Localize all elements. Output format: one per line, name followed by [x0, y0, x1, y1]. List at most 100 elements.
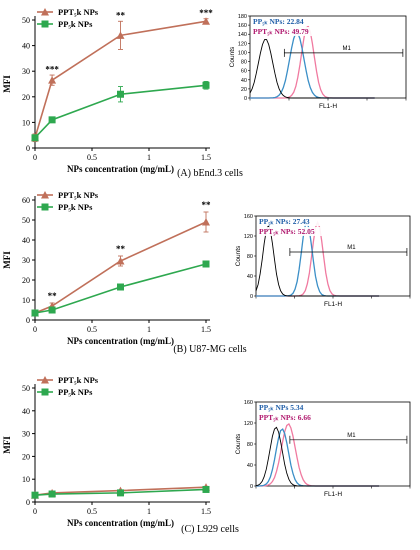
- significance-marker: ***: [199, 8, 213, 18]
- legend-marker: [41, 20, 49, 28]
- x-tick-label: 1: [147, 325, 151, 334]
- y-tick-label: 10: [22, 118, 30, 127]
- x-tick-label: 1.5: [201, 507, 211, 516]
- hist-y-tick-label: 160: [244, 214, 253, 220]
- legend-marker: [41, 376, 49, 384]
- data-point: [202, 17, 210, 25]
- hist-x-axis-title: FL1-H: [319, 103, 337, 110]
- hist-legend-bg: [251, 27, 331, 36]
- data-point: [48, 116, 56, 124]
- hist-y-tick-label: 180: [238, 14, 247, 20]
- y-axis-title: MFI: [2, 251, 12, 269]
- y-tick-label: 20: [22, 452, 30, 461]
- y-tick-label: 50: [22, 384, 30, 393]
- x-tick-label: 1: [147, 153, 151, 162]
- series-line: [34, 221, 207, 314]
- series-line: [34, 84, 207, 139]
- significance-marker: ***: [45, 64, 59, 74]
- legend-label: PPT₅k NPs: [58, 7, 99, 17]
- hist-legend-bg: [257, 413, 337, 422]
- hist-x-axis-title: FL1-H: [324, 301, 342, 308]
- hist-legend-label: PP₅ₖ NPs: 27.43: [259, 217, 310, 226]
- hist-legend-bg: [257, 217, 337, 226]
- hist-y-tick-label: 0: [250, 484, 253, 490]
- data-point: [202, 260, 210, 268]
- x-tick-label: 0: [33, 153, 37, 162]
- y-tick-label: 30: [22, 430, 30, 439]
- hist-y-tick-label: 40: [247, 463, 253, 469]
- hist-y-axis-title: Counts: [235, 433, 242, 454]
- y-tick-label: 20: [22, 93, 30, 102]
- y-tick-label: 20: [22, 276, 30, 285]
- x-tick-label: 0: [33, 507, 37, 516]
- y-tick-label: 10: [22, 475, 30, 484]
- hist-y-tick-label: 120: [244, 234, 253, 240]
- y-tick-label: 0: [26, 498, 30, 507]
- data-point: [117, 90, 124, 98]
- gate-label: M1: [347, 245, 356, 251]
- x-tick-label: 0.5: [87, 325, 97, 334]
- histogram-curve-control: [249, 39, 375, 99]
- histogram-curve-ppt: [250, 24, 375, 99]
- x-tick-label: 0: [33, 325, 37, 334]
- histogram-curve-ppt: [256, 423, 380, 487]
- y-axis-title: MFI: [2, 75, 12, 93]
- y-tick-label: 40: [22, 42, 30, 51]
- y-tick-label: 50: [22, 16, 30, 25]
- hist-y-tick-label: 160: [244, 400, 253, 406]
- hist-legend-label: PP₅ₖ NPs 5.34: [259, 403, 304, 412]
- y-tick-label: 10: [22, 296, 30, 305]
- gate-label: M1: [343, 46, 352, 52]
- data-point: [116, 31, 125, 39]
- x-axis-title: NPs concentration (mg/mL): [67, 518, 174, 528]
- hist-y-axis-title: Counts: [235, 245, 242, 266]
- legend-label: PPT₅k NPs: [58, 375, 99, 385]
- x-tick-label: 0.5: [87, 153, 97, 162]
- significance-marker: **: [116, 244, 126, 254]
- legend-marker: [41, 388, 49, 396]
- data-point: [116, 257, 125, 265]
- data-point: [202, 218, 210, 226]
- series-line: [34, 488, 207, 496]
- hist-y-axis-title: Counts: [229, 46, 236, 67]
- hist-y-tick-label: 80: [247, 254, 253, 260]
- data-point: [31, 309, 39, 317]
- hist-legend-label: PP₅ₖ NPs: 22.84: [253, 17, 304, 26]
- hist-y-tick-label: 0: [250, 294, 253, 300]
- x-tick-label: 0.5: [87, 507, 97, 516]
- y-tick-label: 30: [22, 256, 30, 265]
- data-point: [48, 306, 56, 314]
- data-point: [117, 283, 124, 291]
- y-tick-label: 60: [22, 196, 30, 205]
- histogram-curve-control: [255, 426, 380, 487]
- hist-y-tick-label: 40: [247, 274, 253, 280]
- hist-legend-bg: [251, 17, 331, 26]
- y-tick-label: 50: [22, 216, 30, 225]
- y-tick-label: 40: [22, 407, 30, 416]
- hist-legend-bg: [257, 227, 337, 236]
- y-tick-label: 0: [26, 316, 30, 325]
- data-point: [117, 489, 124, 497]
- significance-marker: **: [202, 200, 212, 210]
- hist-y-tick-label: 20: [241, 87, 247, 93]
- hist-y-tick-label: 160: [238, 23, 247, 29]
- hist-legend-label: PPT₅ₖ NPs: 49.79: [253, 27, 309, 36]
- hist-y-tick-label: 80: [247, 442, 253, 448]
- x-axis-title: NPs concentration (mg/mL): [67, 336, 174, 346]
- legend-label: PP₅k NPs: [58, 387, 93, 397]
- hist-legend-bg: [257, 403, 337, 412]
- significance-marker: **: [48, 291, 58, 301]
- hist-y-tick-label: 60: [241, 69, 247, 75]
- y-tick-label: 0: [26, 144, 30, 153]
- hist-y-tick-label: 0: [244, 96, 247, 102]
- y-axis-title: MFI: [2, 436, 12, 454]
- hist-y-tick-label: 120: [238, 41, 247, 47]
- data-point: [31, 134, 39, 142]
- legend-label: PPT₅k NPs: [58, 190, 99, 200]
- data-point: [202, 81, 210, 89]
- data-point: [48, 76, 57, 84]
- hist-y-tick-label: 140: [238, 32, 247, 38]
- hist-y-tick-label: 120: [244, 421, 253, 427]
- hist-legend-label: PPT₅ₖ NPs: 6.66: [259, 413, 311, 422]
